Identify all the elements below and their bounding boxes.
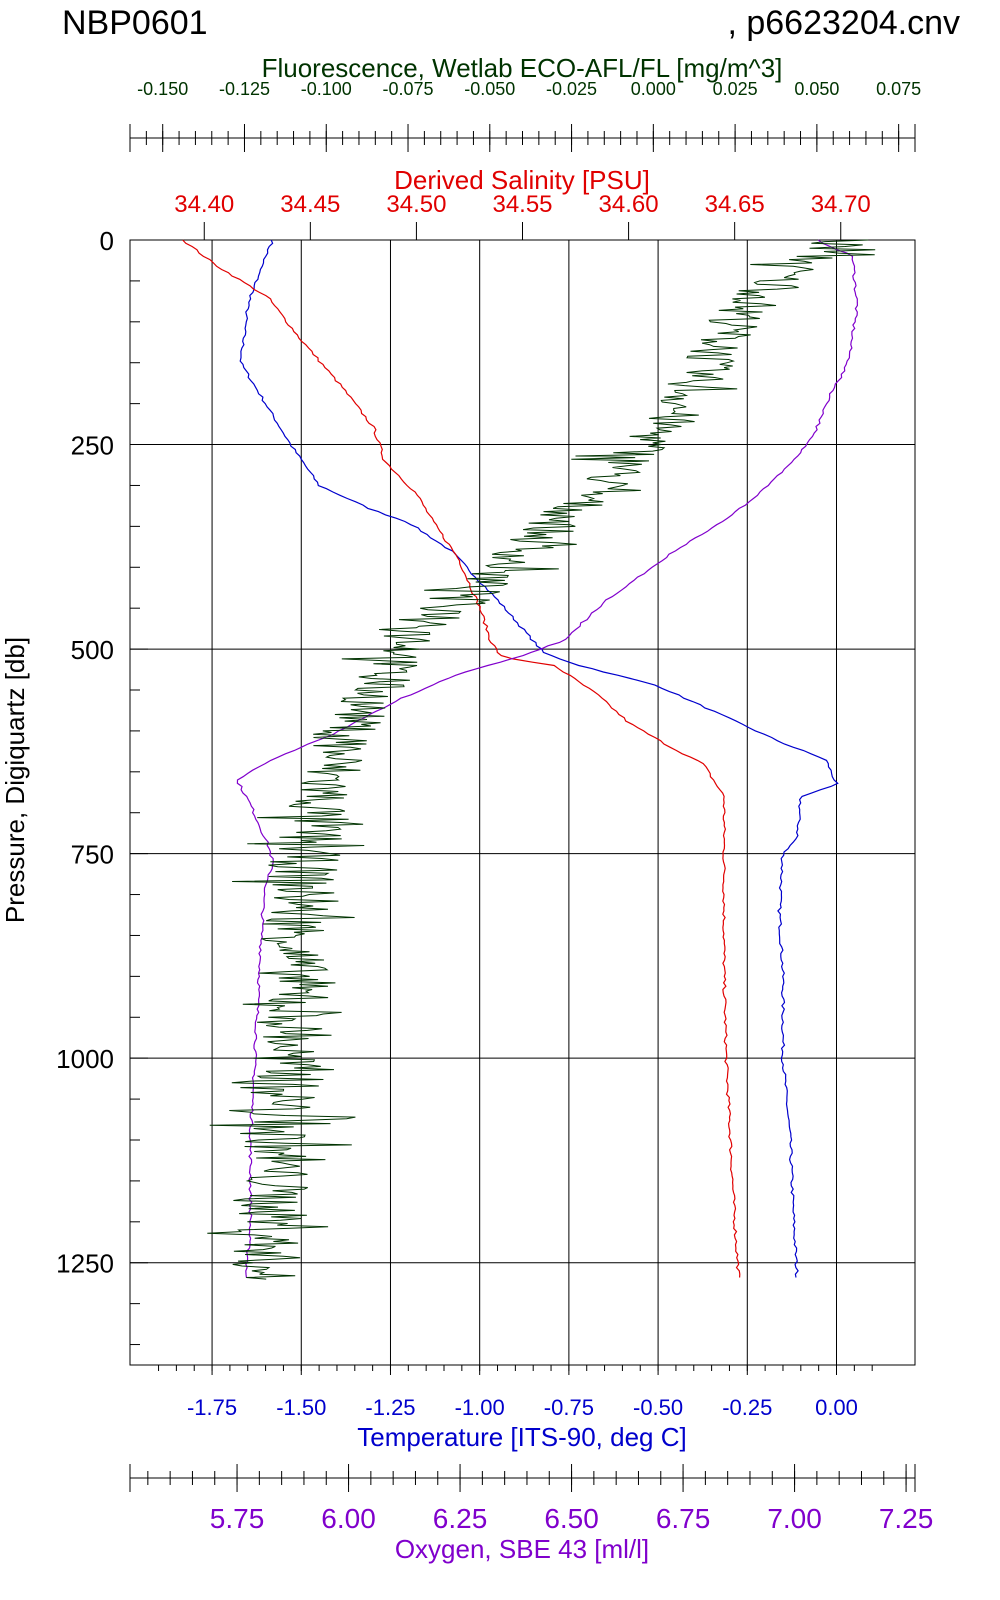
fluorescence-tick-label: 0.050 — [794, 79, 839, 99]
y-tick-label: 500 — [71, 635, 114, 665]
page-header: NBP0601 , p6623204.cnv — [0, 0, 1000, 60]
temperature-profile-line — [239, 239, 839, 1278]
temperature-tick-label: -1.00 — [455, 1395, 505, 1420]
fluorescence-axis-label: Fluorescence, Wetlab ECO-AFL/FL [mg/m^3] — [262, 53, 783, 83]
temperature-tick-label: -1.75 — [187, 1395, 237, 1420]
salinity-tick-label: 34.50 — [386, 191, 446, 218]
temperature-tick-label: -1.25 — [365, 1395, 415, 1420]
oxygen-tick-label: 7.00 — [767, 1503, 822, 1534]
y-axis-label: Pressure, Digiquartz [db] — [0, 637, 30, 923]
salinity-tick-label: 34.65 — [705, 191, 765, 218]
y-tick-label: 1250 — [56, 1249, 114, 1279]
plot-frame — [129, 239, 916, 1366]
salinity-tick-label: 34.45 — [280, 191, 340, 218]
oxygen-profile-line — [236, 239, 859, 1278]
oxygen-tick-label: 6.25 — [433, 1503, 488, 1534]
salinity-tick-label: 34.40 — [174, 191, 234, 218]
fluorescence-tick-label: -0.050 — [464, 79, 515, 99]
fluorescence-tick-label: -0.125 — [219, 79, 270, 99]
salinity-tick-label: 34.55 — [492, 191, 552, 218]
y-tick-label: 250 — [71, 431, 114, 461]
temperature-tick-label: -0.50 — [633, 1395, 683, 1420]
oxygen-tick-label: 6.75 — [656, 1503, 711, 1534]
cruise-id: NBP0601 — [62, 4, 208, 42]
oxygen-tick-label: 6.50 — [544, 1503, 599, 1534]
temperature-tick-label: -0.25 — [722, 1395, 772, 1420]
salinity-profile-line — [182, 239, 741, 1278]
fluorescence-tick-label: -0.025 — [546, 79, 597, 99]
temperature-axis-label: Temperature [ITS-90, deg C] — [357, 1422, 686, 1452]
oxygen-tick-label: 5.75 — [210, 1503, 265, 1534]
y-tick-label: 750 — [71, 840, 114, 870]
temperature-tick-label: 0.00 — [815, 1395, 858, 1420]
fluorescence-tick-label: 0.025 — [713, 79, 758, 99]
fluorescence-tick-label: 0.000 — [631, 79, 676, 99]
fluorescence-tick-label: 0.075 — [876, 79, 921, 99]
temperature-tick-label: -1.50 — [276, 1395, 326, 1420]
y-tick-label: 0 — [100, 226, 114, 256]
fluorescence-tick-label: -0.100 — [301, 79, 352, 99]
fluorescence-tick-label: -0.150 — [137, 79, 188, 99]
oxygen-tick-label: 6.00 — [321, 1503, 376, 1534]
temperature-tick-label: -0.75 — [544, 1395, 594, 1420]
fluorescence-profile-line — [207, 239, 876, 1280]
salinity-tick-label: 34.70 — [811, 191, 871, 218]
fluorescence-tick-label: -0.075 — [382, 79, 433, 99]
oxygen-axis-label: Oxygen, SBE 43 [ml/l] — [395, 1534, 649, 1564]
y-tick-label: 1000 — [56, 1044, 114, 1074]
salinity-axis-label: Derived Salinity [PSU] — [394, 165, 650, 195]
file-name: , p6623204.cnv — [727, 4, 960, 42]
oxygen-tick-label: 7.25 — [879, 1503, 934, 1534]
salinity-tick-label: 34.60 — [599, 191, 659, 218]
